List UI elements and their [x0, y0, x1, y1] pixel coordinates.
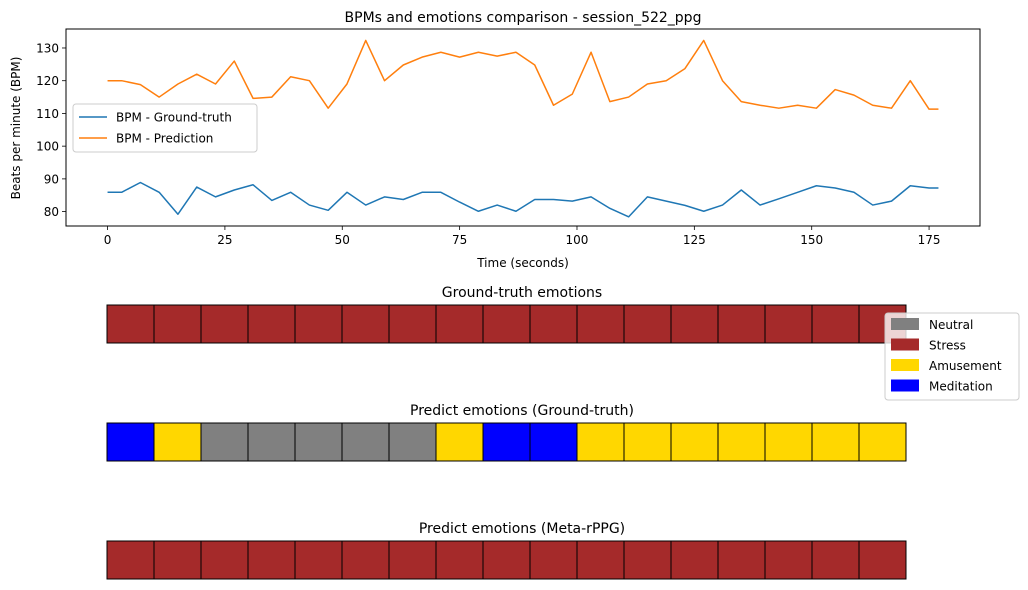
- line-chart-marks: [107, 39, 939, 218]
- x-tick-label: 25: [217, 233, 232, 247]
- emotion-cell-stress: [717, 540, 766, 580]
- emotion-cell-amusement: [623, 422, 672, 462]
- emotion-cell-stress: [529, 540, 578, 580]
- emotion-label-amusement: Amusement: [929, 359, 1002, 373]
- emotion-cell-amusement: [153, 422, 202, 462]
- emotion-cell-meditation: [482, 422, 531, 462]
- predict-emotions-ground-truth-strip: [106, 422, 907, 462]
- emotion-cell-neutral: [247, 422, 296, 462]
- emotion-cell-stress: [482, 540, 531, 580]
- emotion-cell-stress: [623, 304, 672, 344]
- y-axis-label: Beats per minute (BPM): [9, 57, 23, 200]
- emotion-cell-stress: [670, 304, 719, 344]
- emotion-label-neutral: Neutral: [929, 318, 973, 332]
- line-chart-title: BPMs and emotions comparison - session_5…: [345, 10, 702, 26]
- emotion-cell-stress: [482, 304, 531, 344]
- emotion-cell-amusement: [811, 422, 860, 462]
- y-tick-label: 130: [36, 41, 59, 55]
- emotion-cell-amusement: [717, 422, 766, 462]
- emotion-cell-stress: [153, 304, 202, 344]
- y-axis-ticks: 80 90 100 110 120 130: [36, 41, 66, 219]
- emotion-cell-amusement: [435, 422, 484, 462]
- emotion-cell-stress: [435, 304, 484, 344]
- x-tick-label: 150: [800, 233, 823, 247]
- x-axis-label: Time (seconds): [476, 256, 569, 270]
- emotion-cell-stress: [576, 540, 625, 580]
- emotion-cell-stress: [623, 540, 672, 580]
- emotion-swatch-neutral: [891, 318, 919, 330]
- emotion-cell-stress: [200, 540, 249, 580]
- emotion-cell-stress: [764, 540, 813, 580]
- series-line-0: [107, 181, 939, 218]
- y-tick-label: 100: [36, 140, 59, 154]
- emotion-cell-amusement: [764, 422, 813, 462]
- emotion-cell-meditation: [106, 422, 155, 462]
- emotion-cell-stress: [247, 540, 296, 580]
- emotion-cell-stress: [388, 304, 437, 344]
- emotion-cell-stress: [294, 304, 343, 344]
- x-tick-label: 100: [566, 233, 589, 247]
- emotion-cell-stress: [341, 304, 390, 344]
- predict-emotions-meta-rppg-title: Predict emotions (Meta-rPPG): [419, 521, 625, 537]
- emotion-cell-amusement: [576, 422, 625, 462]
- x-axis-ticks: 0 25 50 75 100 125 150 175: [104, 226, 941, 247]
- emotion-cell-neutral: [388, 422, 437, 462]
- emotion-cell-stress: [341, 540, 390, 580]
- emotion-cell-stress: [106, 540, 155, 580]
- emotion-cell-stress: [435, 540, 484, 580]
- emotion-cell-stress: [764, 304, 813, 344]
- predict-emotions-meta-rppg-strip: [106, 540, 907, 580]
- emotion-cell-stress: [106, 304, 155, 344]
- emotion-swatch-stress: [891, 338, 919, 351]
- emotion-cell-stress: [811, 304, 860, 344]
- y-tick-label: 80: [44, 205, 59, 219]
- emotion-label-meditation: Meditation: [929, 380, 993, 394]
- emotion-cell-stress: [200, 304, 249, 344]
- x-tick-label: 0: [104, 233, 112, 247]
- line-chart-frame: [65, 28, 981, 227]
- emotion-cell-stress: [388, 540, 437, 580]
- emotion-cell-neutral: [294, 422, 343, 462]
- legend-entry-0: BPM - Ground-truth: [116, 111, 232, 125]
- series-line-1: [107, 39, 939, 110]
- emotion-cell-neutral: [200, 422, 249, 462]
- y-tick-label: 120: [36, 74, 59, 88]
- bpm-line-chart: BPMs and emotions comparison - session_5…: [9, 10, 981, 270]
- emotion-cell-stress: [529, 304, 578, 344]
- emotion-legend-box: [884, 312, 1020, 401]
- emotion-cell-stress: [153, 540, 202, 580]
- x-tick-label: 125: [683, 233, 706, 247]
- line-legend-box: [72, 103, 258, 153]
- y-tick-label: 90: [44, 172, 59, 186]
- emotion-cell-neutral: [341, 422, 390, 462]
- ground-truth-emotions-title: Ground-truth emotions: [442, 285, 602, 301]
- emotion-cell-stress: [670, 540, 719, 580]
- emotion-swatch-amusement: [891, 359, 919, 371]
- ground-truth-emotions-strip: [106, 304, 907, 344]
- emotion-cell-meditation: [529, 422, 578, 462]
- emotion-legend: Neutral Stress Amusement Meditation: [884, 312, 1020, 401]
- emotion-label-stress: Stress: [929, 339, 966, 353]
- line-chart-legend: BPM - Ground-truth BPM - Prediction: [72, 103, 258, 153]
- emotion-cell-stress: [811, 540, 860, 580]
- emotion-cell-stress: [576, 304, 625, 344]
- emotion-cell-stress: [858, 540, 907, 580]
- y-tick-label: 110: [36, 107, 59, 121]
- emotion-cell-stress: [247, 304, 296, 344]
- legend-entry-1: BPM - Prediction: [116, 132, 213, 146]
- emotion-swatch-meditation: [891, 379, 919, 392]
- emotion-cell-stress: [717, 304, 766, 344]
- emotion-cell-stress: [294, 540, 343, 580]
- emotion-cell-amusement: [670, 422, 719, 462]
- x-tick-label: 50: [335, 233, 350, 247]
- predict-emotions-ground-truth-title: Predict emotions (Ground-truth): [410, 403, 634, 419]
- x-tick-label: 175: [918, 233, 941, 247]
- x-tick-label: 75: [452, 233, 467, 247]
- emotion-cell-amusement: [858, 422, 907, 462]
